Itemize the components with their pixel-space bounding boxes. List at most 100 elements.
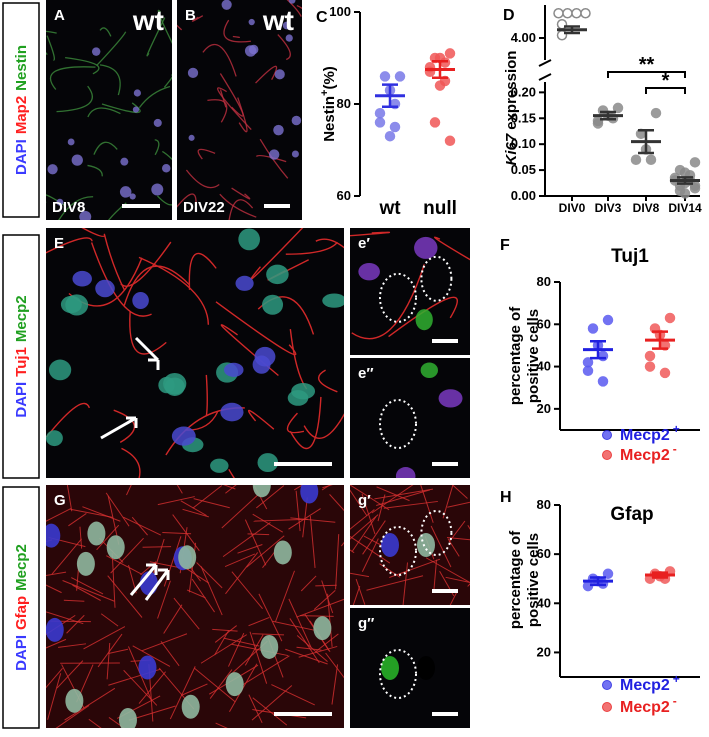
legend-name: Mecp2 (620, 427, 670, 444)
data-point (661, 368, 670, 377)
nucleus (274, 540, 292, 564)
legend-marker (603, 451, 612, 460)
legend-marker (603, 703, 612, 712)
nucleus (72, 271, 91, 287)
nucleus (182, 695, 200, 719)
nucleus (42, 524, 60, 548)
micrograph: E (27, 196, 363, 507)
nucleus (72, 154, 83, 165)
data-point (599, 377, 608, 386)
legend-sign: + (673, 422, 680, 436)
x-tick-label: wt (378, 198, 401, 219)
time-label: DIV8 (52, 199, 85, 216)
nucleus (120, 158, 128, 166)
nucleus (87, 522, 105, 546)
stain-name: Gfap (13, 596, 30, 630)
nucleus (68, 139, 75, 146)
data-point (436, 81, 445, 90)
nucleus (189, 135, 195, 141)
nucleus (226, 672, 244, 696)
x-tick-label: DIV3 (595, 201, 622, 215)
legend-marker (603, 681, 612, 690)
legend-marker (603, 431, 612, 440)
nucleus (414, 237, 437, 259)
nucleus (119, 708, 137, 732)
time-label: DIV22 (183, 199, 225, 216)
nucleus (47, 164, 57, 174)
axis-break (539, 60, 551, 80)
panel-label: G (54, 492, 66, 509)
data-point (431, 118, 440, 127)
nucleus (92, 47, 100, 55)
data-point (646, 352, 655, 361)
chart-label: D (503, 7, 515, 24)
nucleus (292, 150, 299, 157)
nucleus (322, 293, 346, 307)
nucleus (178, 545, 196, 569)
x-tick-label: null (423, 198, 457, 219)
nucleus (417, 533, 435, 557)
nucleus (95, 280, 115, 297)
nucleus (120, 186, 132, 198)
stain-name: DAPI (13, 382, 30, 418)
panel-label: B (185, 7, 196, 24)
legend-sign: - (673, 442, 677, 456)
filament (468, 525, 488, 559)
data-point (584, 366, 593, 375)
nucleus (416, 309, 433, 330)
nucleus (396, 467, 416, 485)
side-label: DAPITuj1Mecp2 (13, 295, 30, 417)
side-label: DAPIGfapMecp2 (13, 544, 30, 671)
nucleus (300, 479, 318, 503)
chart-title: Gfap (610, 504, 653, 525)
y-tick-label: 20 (537, 401, 551, 416)
data-point (589, 324, 598, 333)
filament (468, 545, 507, 587)
nucleus (266, 265, 288, 284)
y-tick-label: 40 (537, 595, 551, 610)
nucleus (46, 618, 64, 642)
stain-name: Nestin (13, 45, 30, 91)
x-tick-label: DIV8 (633, 201, 660, 215)
data-point (652, 109, 661, 118)
y-tick-label: 60 (537, 546, 551, 561)
nucleus (158, 377, 174, 393)
nucleus (65, 689, 83, 713)
nucleus (132, 292, 149, 309)
stain-name: Tuj1 (13, 347, 30, 377)
data-point (691, 158, 700, 167)
nucleus (235, 276, 253, 291)
data-point (376, 118, 385, 127)
nucleus (49, 360, 71, 381)
y-axis-label-unit: (%) (321, 66, 338, 89)
nucleus (107, 535, 125, 559)
chart-label: H (500, 489, 512, 506)
nucleus (313, 616, 331, 640)
nucleus (162, 164, 171, 173)
filament (300, 616, 334, 617)
filament (143, 547, 171, 548)
legend-name: Mecp2 (620, 677, 670, 694)
panel-label: g″ (358, 615, 374, 632)
chart-label: C (316, 9, 328, 26)
y-tick-label: 60 (537, 316, 551, 331)
nucleus (61, 296, 82, 313)
data-point (446, 136, 455, 145)
legend-label: Mecp2- (620, 442, 677, 464)
data-point (691, 184, 700, 193)
nucleus (210, 459, 228, 473)
data-point (647, 155, 656, 164)
filament (315, 585, 336, 586)
y-axis-label-text: Nestin (321, 96, 338, 142)
legend-sign: + (673, 672, 680, 686)
data-point (554, 9, 563, 18)
condition-label: wt (262, 5, 294, 36)
x-tick-label: DIV14 (668, 201, 702, 215)
data-point (381, 72, 390, 81)
nucleus (269, 149, 279, 159)
y-tick-label: 0.05 (511, 162, 536, 177)
nucleus (262, 295, 283, 315)
panel-label: E (54, 235, 64, 252)
